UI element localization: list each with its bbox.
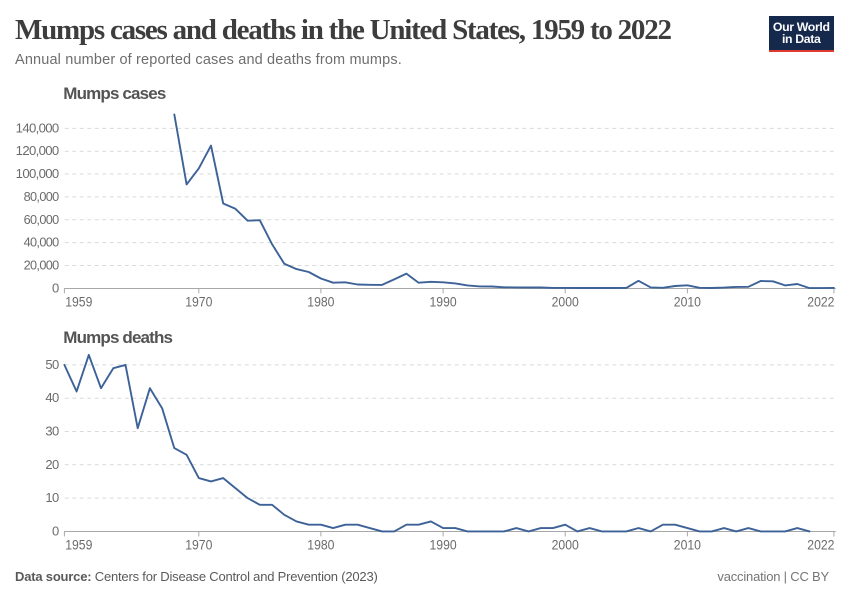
svg-text:20: 20 <box>45 457 59 472</box>
svg-text:1990: 1990 <box>430 295 457 310</box>
svg-text:2010: 2010 <box>674 538 701 553</box>
svg-text:Data source: Centers for Disea: Data source: Centers for Disease Control… <box>15 569 378 584</box>
svg-text:2000: 2000 <box>552 538 579 553</box>
svg-text:50: 50 <box>45 357 59 372</box>
svg-text:30: 30 <box>45 424 59 439</box>
svg-text:1990: 1990 <box>430 538 457 553</box>
svg-text:0: 0 <box>52 281 59 296</box>
svg-text:0: 0 <box>52 524 59 539</box>
svg-text:100,000: 100,000 <box>16 166 59 181</box>
svg-text:1959: 1959 <box>65 538 92 553</box>
svg-text:1980: 1980 <box>307 295 334 310</box>
svg-text:40,000: 40,000 <box>24 235 59 250</box>
svg-text:1970: 1970 <box>185 295 212 310</box>
svg-text:1980: 1980 <box>307 538 334 553</box>
svg-text:20,000: 20,000 <box>24 257 59 272</box>
svg-text:120,000: 120,000 <box>16 143 59 158</box>
svg-text:10: 10 <box>45 490 59 505</box>
svg-text:1959: 1959 <box>65 295 92 310</box>
svg-text:vaccination | CC BY: vaccination | CC BY <box>717 569 829 584</box>
svg-text:2022: 2022 <box>807 538 834 553</box>
svg-text:2010: 2010 <box>674 295 701 310</box>
svg-text:1970: 1970 <box>185 538 212 553</box>
svg-text:80,000: 80,000 <box>24 189 59 204</box>
svg-text:40: 40 <box>45 390 59 405</box>
svg-text:60,000: 60,000 <box>24 212 59 227</box>
svg-text:2000: 2000 <box>552 295 579 310</box>
svg-text:140,000: 140,000 <box>16 120 59 135</box>
svg-text:2022: 2022 <box>807 295 834 310</box>
